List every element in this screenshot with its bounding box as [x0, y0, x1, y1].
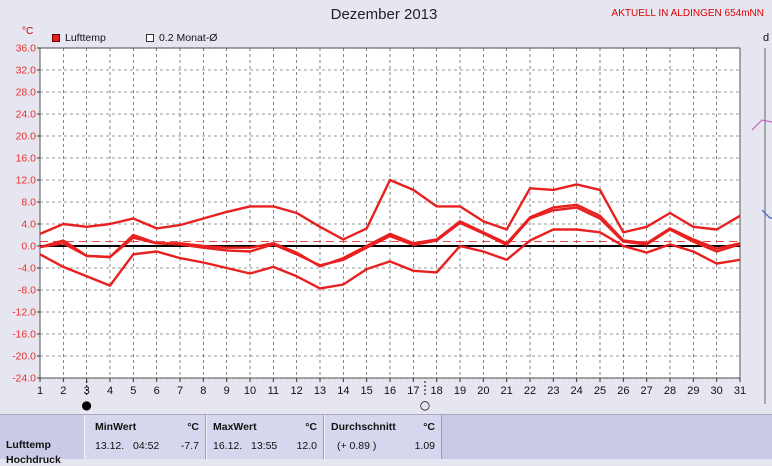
temperature-series-4 [39, 206, 741, 267]
moon-phase-icon: ○ [420, 398, 430, 412]
x-tick-label: 30 [711, 385, 723, 397]
y-tick-label: 16.0 [16, 153, 37, 165]
chart-title: Dezember 2013 [330, 6, 438, 23]
stat-avg-value: 1.09 [414, 440, 435, 452]
stat-min-date: 13.12. [95, 440, 125, 452]
legend-item-monthly-average[interactable]: 0.2 Monat-Ø [146, 32, 217, 44]
moon-phase-icon: ● [81, 398, 91, 412]
x-tick-label: 19 [454, 385, 466, 397]
y-tick-label: 4.0 [21, 219, 36, 231]
x-tick-label: 14 [337, 385, 349, 397]
x-tick-label: 7 [177, 385, 183, 397]
stat-max: MaxWert °C 16.12. 13:55 12.0 [206, 415, 324, 459]
y-tick-label: 0.0 [21, 241, 36, 253]
x-tick-label: 22 [524, 385, 536, 397]
x-tick-label: 13 [314, 385, 326, 397]
stat-max-header: MaxWert [213, 421, 257, 433]
legend-label-lufttemp: Lufttemp [65, 32, 106, 44]
y-tick-label: 28.0 [16, 87, 37, 99]
y-tick-label: -20.0 [12, 351, 36, 363]
y-tick-label: 32.0 [16, 65, 37, 77]
temperature-chart: 36.0 32.0 28.0 24.0 20.0 16.0 12.0 8.0 4.0 0.0 -4.… [12, 43, 772, 412]
x-tick-label: 5 [130, 385, 136, 397]
x-tick-label: 29 [687, 385, 699, 397]
x-tick-label: 23 [547, 385, 559, 397]
x-tick-label: 16 [384, 385, 396, 397]
y-tick-label: -8.0 [18, 285, 36, 297]
y-tick-label: -12.0 [12, 307, 36, 319]
x-tick-label: 27 [641, 385, 653, 397]
x-tick-label: 26 [617, 385, 629, 397]
legend-swatch-filled [52, 34, 60, 42]
stat-min-time: 04:52 [133, 440, 160, 452]
legend-swatch-empty [146, 34, 154, 42]
stat-max-value: 12.0 [296, 440, 317, 452]
x-tick-label: 20 [477, 385, 489, 397]
y-tick-label: 8.0 [21, 197, 36, 209]
y-tick-label: -16.0 [12, 329, 36, 341]
x-tick-label: 24 [571, 385, 583, 397]
right-panel-label: d [763, 32, 770, 44]
y-tick-label: -4.0 [18, 263, 36, 275]
y-tick-label: 12.0 [16, 175, 37, 187]
stats-row-label: Lufttemp [6, 439, 51, 451]
x-tick-label: 25 [594, 385, 606, 397]
temperature-series-3 [39, 228, 741, 290]
x-tick-label: 6 [154, 385, 160, 397]
stat-max-unit: °C [305, 421, 317, 433]
x-tick-label: 12 [291, 385, 303, 397]
y-tick-label: -24.0 [12, 373, 36, 385]
x-tick-label: 31 [734, 385, 746, 397]
stat-max-date: 16.12. [213, 440, 243, 452]
stat-avg-unit: °C [423, 421, 435, 433]
x-tick-label: 18 [431, 385, 443, 397]
stat-min: MinWert °C 13.12. 04:52 -7.7 [84, 415, 206, 459]
temperature-series-1 [39, 178, 741, 241]
x-tick-label: 10 [244, 385, 256, 397]
y-tick-label: 24.0 [16, 109, 37, 121]
x-tick-label: 21 [501, 385, 513, 397]
x-tick-label: 15 [361, 385, 373, 397]
legend-label-monthly-average: 0.2 Monat-Ø [159, 32, 218, 44]
stat-min-unit: °C [187, 421, 199, 433]
y-tick-label: 20.0 [16, 131, 37, 143]
stat-max-time: 13:55 [251, 440, 278, 452]
x-tick-label: 2 [60, 385, 66, 397]
x-tick-label: 4 [107, 385, 113, 397]
stats-panel: MinWert °C 13.12. 04:52 -7.7 MaxWert °C … [0, 414, 772, 459]
stat-avg: Durchschnitt °C (+ 0.89 ) 1.09 [324, 415, 442, 459]
station-label: AKTUELL IN ALDINGEN 654mNN [611, 8, 764, 19]
y-tick-label: 36.0 [16, 43, 37, 55]
right-panel-trace-1 [751, 119, 772, 131]
stat-min-value: -7.7 [180, 440, 199, 452]
x-tick-label: 11 [268, 385, 279, 397]
stat-min-header: MinWert [95, 421, 137, 433]
x-tick-label: 17 [407, 385, 419, 397]
y-unit-label: °C [22, 26, 34, 37]
legend-item-lufttemp[interactable]: Lufttemp [52, 32, 106, 44]
stat-avg-delta: (+ 0.89 ) [337, 440, 377, 452]
x-tick-label: 9 [224, 385, 230, 397]
stats-row-label-2: Hochdruck [6, 454, 61, 466]
x-tick-label: 1 [37, 385, 43, 397]
x-tick-label: 8 [200, 385, 206, 397]
stat-avg-header: Durchschnitt [331, 421, 396, 433]
right-panel-trace-2 [761, 209, 772, 219]
x-tick-label: 28 [664, 385, 676, 397]
